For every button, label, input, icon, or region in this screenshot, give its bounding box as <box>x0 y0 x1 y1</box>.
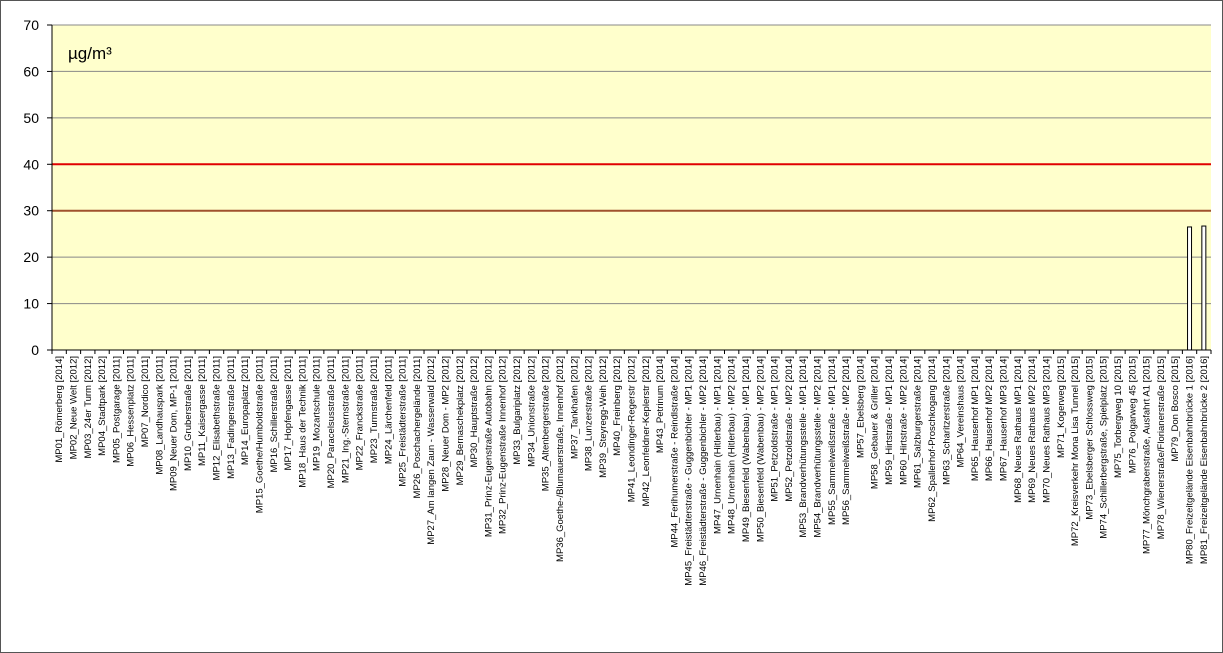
bar <box>1201 225 1207 351</box>
x-tick-label: MP20_Paracelsusstraße [2011] <box>326 356 337 488</box>
x-tick-label: MP79_Don Bosco [2015] <box>1170 356 1181 462</box>
x-tick-label: MP08_Landhauspark [2011] <box>154 356 165 475</box>
x-tick-label: MP71_Kogerweg [2015] <box>1056 356 1067 458</box>
x-tick-label: MP10_Gruberstraße [2011] <box>183 356 194 471</box>
x-tick-label: MP46_Freistädterstraße - Guggenbichler -… <box>698 356 709 586</box>
x-tick-labels: MP01_Römerberg [2014] MP02_Neue Welt [201… <box>54 356 1210 586</box>
x-tick-label: MP75_Torbergweg 10 [2015] <box>1113 356 1124 478</box>
x-tick-label: MP09_Neuer Dom, MP-1 [2011] <box>169 356 180 491</box>
x-tick-label: MP07_Nordico [2011] <box>140 356 151 447</box>
unit-label: µg/m³ <box>68 44 112 63</box>
x-tick-label: MP43_Petrinum [2014] <box>655 356 666 453</box>
x-tick-label: MP19_Mozartschule [2011] <box>312 356 323 471</box>
x-tick-label: MP40_Freinberg [2012] <box>612 356 623 456</box>
x-tick-label: MP38_Lunzerstraße [2012] <box>584 356 595 471</box>
x-tick-label: MP42_Leonfeldner-Keplerstr [2012] <box>641 356 652 507</box>
y-tick-label: 10 <box>23 296 39 312</box>
plot-area <box>52 25 1211 350</box>
x-tick-label: MP54_Brandverhütungsstelle - MP2 [2014] <box>813 356 824 538</box>
bar <box>1187 226 1193 351</box>
x-tick-label: MP31_Prinz-Eugenstraße Autobahn [2012] <box>483 356 494 537</box>
x-tick-label: MP34_Unionstraße [2012] <box>526 356 537 467</box>
x-tick-label: MP81_Freizeitgelände Eisenbahnbrücke 2 [… <box>1199 356 1210 564</box>
y-tick-label: 0 <box>31 342 39 358</box>
x-tick-label: MP05_Postgarage [2011] <box>111 356 122 463</box>
x-tick-label: MP76_Polgarweg 45 [2015] <box>1127 356 1138 473</box>
y-tick-label: 30 <box>23 203 39 219</box>
x-tick-label: MP01_Römerberg [2014] <box>54 356 65 463</box>
x-tick-label: MP56_Sammelweißstraße - MP2 [2014] <box>841 356 852 525</box>
x-tick-label: MP35_Altenbergerstraße [2012] <box>541 356 552 491</box>
x-tick-label: MP27_Am langen Zaun - Wasserwald [2012] <box>426 356 437 545</box>
x-tick-label: MP59_Hirtstraße - MP1 [2014] <box>884 356 895 485</box>
axes <box>51 25 1212 354</box>
x-tick-label: MP55_Sammelweißstraße - MP1 [2014] <box>827 356 838 525</box>
x-tick-label: MP44_Ferihumerstraße - Reindlstraße [201… <box>669 356 680 548</box>
x-tick-label: MP18_Haus der Technik [2011] <box>297 356 308 488</box>
x-tick-label: MP67_Hauserhof MP3 [2014] <box>999 356 1010 481</box>
x-tick-label: MP25_Freistädterstraße [2011] <box>398 356 409 487</box>
x-tick-label: MP72_Kreisverkehr Mona Lisa Tunnel [2015… <box>1070 356 1081 546</box>
x-tick-label: MP45_Freistädterstraße - Guggenbichler -… <box>684 356 695 586</box>
x-tick-label: MP39_Steyregg-Weih [2012] <box>598 356 609 478</box>
x-tick-label: MP68_Neues Rathaus MP1 [2014] <box>1013 356 1024 503</box>
y-tick-label: 20 <box>23 249 39 265</box>
x-tick-label: MP57_Ebelsberg [2014] <box>855 356 866 458</box>
x-tick-label: MP60_Hirtstraße - MP2 [2014] <box>898 356 909 485</box>
y-tick-labels: 0 10 20 30 40 50 60 70 <box>23 17 52 358</box>
x-tick-label: MP66_Hauserhof MP2 [2014] <box>984 356 995 481</box>
reference-lines <box>52 163 1211 212</box>
x-tick-label: MP47_Urnenhain (Hitlerbau) - MP1 [2014] <box>712 356 723 534</box>
x-tick-label: MP03_24er Turm [2012] <box>83 356 94 458</box>
x-tick-label: MP36_Goethe-/Blumauerstraße, Innenhof [2… <box>555 356 566 562</box>
x-tick-label: MP04_Stadtpark [2012] <box>97 356 108 456</box>
x-tick-label: MP49_Biesenfeld (Wabenbau) - MP1 [2014] <box>741 356 752 542</box>
gridlines <box>52 24 1211 305</box>
y-tick-label: 40 <box>23 156 39 172</box>
x-tick-label: MP58_Gebauer & Griller [2014] <box>870 356 881 489</box>
x-tick-label: MP13_Fadingerstraße [2011] <box>226 356 237 479</box>
x-tick-label: MP61_Salzburgerstraße [2014] <box>913 356 924 488</box>
x-tick-label: MP69_Neues Rathaus MP2 [2014] <box>1027 356 1038 503</box>
x-tick-label: MP16_Schillerstraße [2011] <box>269 356 280 473</box>
x-tick-label: MP17_Hopfengasse [2011] <box>283 356 294 470</box>
x-tick-label: MP77_Mönchgrabenstraße, Ausfahrt A1 [201… <box>1142 356 1153 554</box>
x-tick-label: MP26_Poschachergelände [2011] <box>412 356 423 498</box>
x-tick-label: MP22_Franckstraße [2011] <box>355 356 366 470</box>
x-tick-label: MP30_Hauptstraße [2012] <box>469 356 480 467</box>
x-tick-label: MP15_Goethe/Humboldstraße [2011] <box>254 356 265 513</box>
x-tick-label: MP37_Tankhafen [2012] <box>569 356 580 459</box>
x-tick-label: MP64_Vereinshaus [2014] <box>956 356 967 467</box>
x-tick-label: MP62_Spallerhof-Proschkogang [2014] <box>927 356 938 522</box>
x-tick-label: MP28_Neuer Dom - MP2 [2012] <box>440 356 451 492</box>
x-tick-label: MP23_Turmstraße [2011] <box>369 356 380 463</box>
y-tick-label: 60 <box>23 63 39 79</box>
x-tick-label: MP78_Wienerstraße/Florianerstraße [2015] <box>1156 356 1167 539</box>
x-tick-label: MP41_Leondinger-Regerstr [2012] <box>627 356 638 502</box>
y-tick-label: 50 <box>23 110 39 126</box>
x-tick-label: MP29_Bernaschekplatz [2012] <box>455 356 466 485</box>
x-tick-label: MP52_Petzoldstraße - MP2 [2014] <box>784 356 795 502</box>
x-tick-label: MP50_Biesenfeld (Wabenbau) - MP2 [2014] <box>755 356 766 542</box>
x-tick-label: MP06_Hessenplatz [2011] <box>126 356 137 467</box>
x-tick-label: MP51_Petzoldstraße - MP1 [2014] <box>770 356 781 502</box>
y-tick-label: 70 <box>23 17 39 33</box>
x-tick-label: MP12_Elisabethstraße [2011] <box>212 356 223 480</box>
x-tick-label: MP53_Brandverhütungsstelle - MP1 [2014] <box>798 356 809 538</box>
x-tick-label: MP24_Lärchenfeld [2011] <box>383 356 394 464</box>
x-tick-label: MP11_Kaisergasse [2011] <box>197 356 208 466</box>
x-tick-label: MP70_Neues Rathaus MP3 [2014] <box>1041 356 1052 503</box>
x-tick-label: MP32_Prinz-Eugenstraße Innenhof [2012] <box>498 356 509 534</box>
x-tick-label: MP48_Urnenhain (Hitlerbau) - MP2 [2014] <box>727 356 738 534</box>
x-tick-label: MP65_Hauserhof MP1 [2014] <box>970 356 981 481</box>
x-tick-label: MP63_Scharitzerstraße [2014] <box>941 356 952 485</box>
x-tick-label: MP74_Schillerbergstraße, Spielplatz [201… <box>1099 356 1110 539</box>
x-tick-label: MP73_Ebelsberger Schlossweg [2015] <box>1084 356 1095 520</box>
x-tick-label: MP21_Ing.-Sternstraße [2011] <box>340 356 351 483</box>
x-tick-label: MP02_Neue Welt [2012] <box>68 356 79 459</box>
x-tick-label: MP33_Bulgariplatz [2012] <box>512 356 523 465</box>
x-tick-label: MP14_Europaplatz [2011] <box>240 356 251 465</box>
x-tick-label: MP80_Freizeitgelände Eisenbahnbrücke 1 [… <box>1185 356 1196 564</box>
